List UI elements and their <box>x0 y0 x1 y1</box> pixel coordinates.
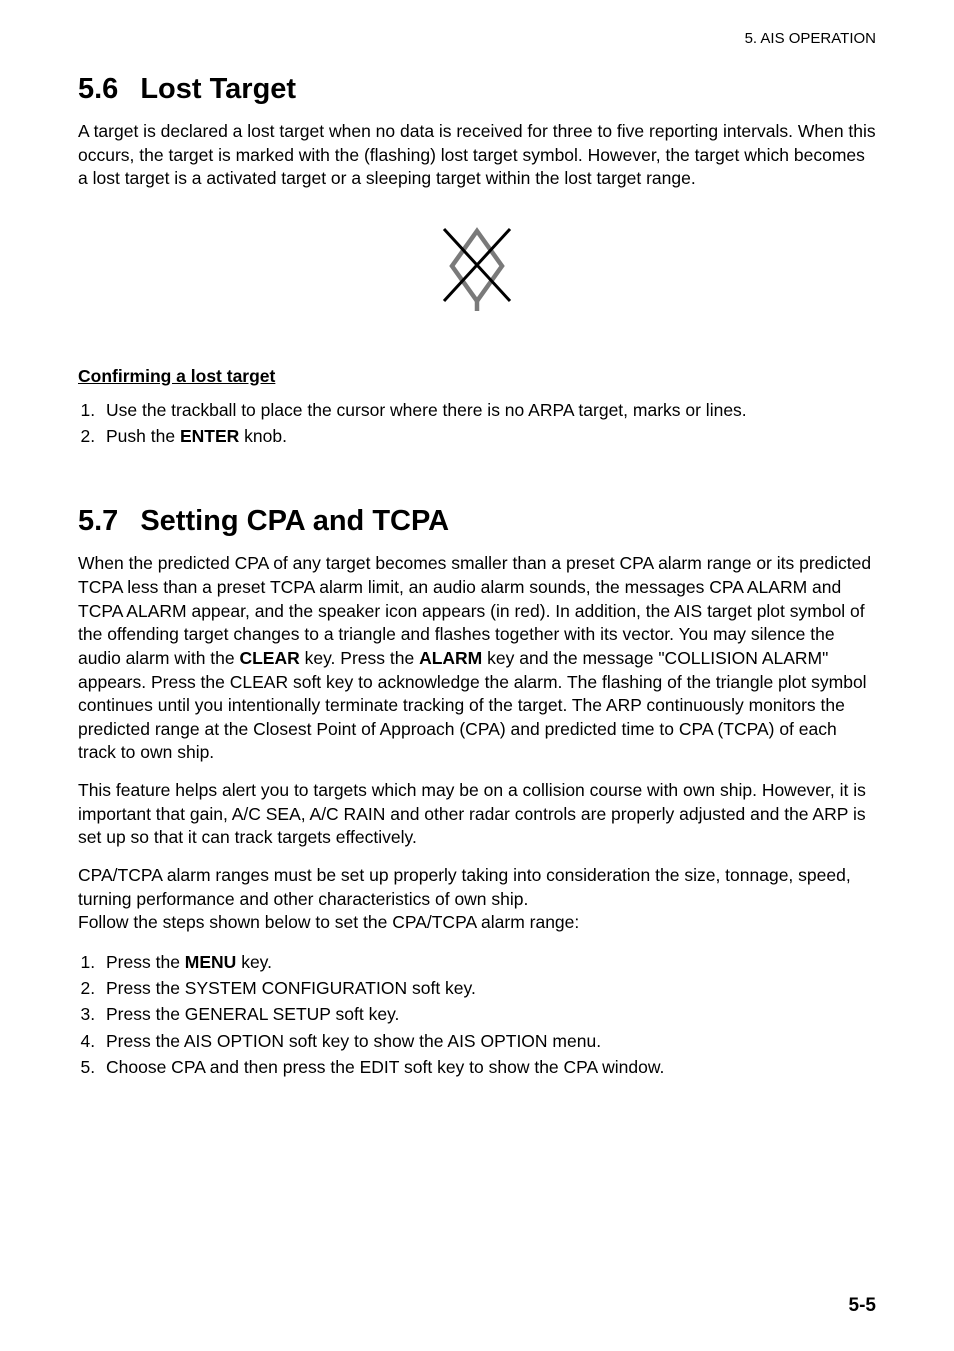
step-text-post: knob. <box>239 426 287 446</box>
page-number: 5-5 <box>849 1295 876 1317</box>
section-5-7-steps: Press the MENU key. Press the SYSTEM CON… <box>78 949 876 1080</box>
para1-bold-alarm: ALARM <box>419 648 482 668</box>
list-item: Choose CPA and then press the EDIT soft … <box>100 1054 876 1080</box>
section-5-6-number: 5.6 <box>78 73 118 105</box>
section-5-7-number: 5.7 <box>78 505 118 537</box>
confirming-lost-target-heading: Confirming a lost target <box>78 366 876 387</box>
step-text: Press the AIS OPTION soft key to show th… <box>106 1031 601 1051</box>
step-text-bold: MENU <box>185 952 237 972</box>
page-container: 5. AIS OPERATION 5.6 Lost Target A target… <box>0 0 954 1351</box>
section-5-6-para1: A target is declared a lost target when … <box>78 120 876 191</box>
list-item: Use the trackball to place the cursor wh… <box>100 397 876 423</box>
step-text-post: key. <box>236 952 272 972</box>
section-5-7-para3: CPA/TCPA alarm ranges must be set up pro… <box>78 864 876 911</box>
list-item: Push the ENTER knob. <box>100 423 876 449</box>
section-5-7-para2: This feature helps alert you to targets … <box>78 779 876 850</box>
para1-bold-clear: CLEAR <box>239 648 299 668</box>
step-text: Choose CPA and then press the EDIT soft … <box>106 1057 664 1077</box>
list-item: Press the GENERAL SETUP soft key. <box>100 1001 876 1027</box>
list-item: Press the SYSTEM CONFIGURATION soft key. <box>100 975 876 1001</box>
header-chapter-label: 5. AIS OPERATION <box>78 30 876 47</box>
step-text-pre: Press the <box>106 952 185 972</box>
list-item: Press the AIS OPTION soft key to show th… <box>100 1028 876 1054</box>
para1-part-b: key. Press the <box>300 648 419 668</box>
section-5-7-para1: When the predicted CPA of any target bec… <box>78 552 876 765</box>
section-5-6-heading: 5.6 Lost Target <box>78 73 876 106</box>
step-text-bold: ENTER <box>180 426 239 446</box>
section-5-7-title: Setting CPA and TCPA <box>140 505 449 537</box>
section-5-6-title: Lost Target <box>140 73 296 105</box>
section-5-6-steps: Use the trackball to place the cursor wh… <box>78 397 876 450</box>
step-text: Use the trackball to place the cursor wh… <box>106 400 747 420</box>
step-text: Press the SYSTEM CONFIGURATION soft key. <box>106 978 476 998</box>
lost-target-figure <box>78 211 876 326</box>
section-5-7-para4: Follow the steps shown below to set the … <box>78 911 876 935</box>
step-text-pre: Push the <box>106 426 180 446</box>
list-item: Press the MENU key. <box>100 949 876 975</box>
lost-target-symbol-icon <box>422 211 532 321</box>
step-text: Press the GENERAL SETUP soft key. <box>106 1004 399 1024</box>
section-5-7-heading: 5.7 Setting CPA and TCPA <box>78 505 876 538</box>
